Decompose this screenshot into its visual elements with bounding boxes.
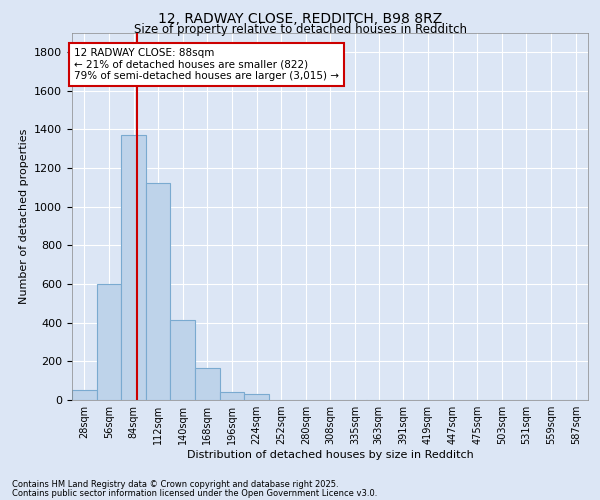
X-axis label: Distribution of detached houses by size in Redditch: Distribution of detached houses by size …: [187, 450, 473, 460]
Bar: [146, 184, 170, 400]
Text: 12, RADWAY CLOSE, REDDITCH, B98 8RZ: 12, RADWAY CLOSE, REDDITCH, B98 8RZ: [158, 12, 442, 26]
Text: Contains HM Land Registry data © Crown copyright and database right 2025.: Contains HM Land Registry data © Crown c…: [12, 480, 338, 489]
Bar: [121, 135, 146, 400]
Y-axis label: Number of detached properties: Number of detached properties: [19, 128, 29, 304]
Bar: [170, 320, 195, 400]
Bar: [195, 368, 220, 400]
Text: 12 RADWAY CLOSE: 88sqm
← 21% of detached houses are smaller (822)
79% of semi-de: 12 RADWAY CLOSE: 88sqm ← 21% of detached…: [74, 48, 339, 81]
Bar: [97, 284, 121, 400]
Bar: [244, 394, 269, 400]
Bar: [220, 392, 244, 400]
Text: Size of property relative to detached houses in Redditch: Size of property relative to detached ho…: [133, 24, 467, 36]
Text: Contains public sector information licensed under the Open Government Licence v3: Contains public sector information licen…: [12, 488, 377, 498]
Bar: [72, 390, 97, 400]
